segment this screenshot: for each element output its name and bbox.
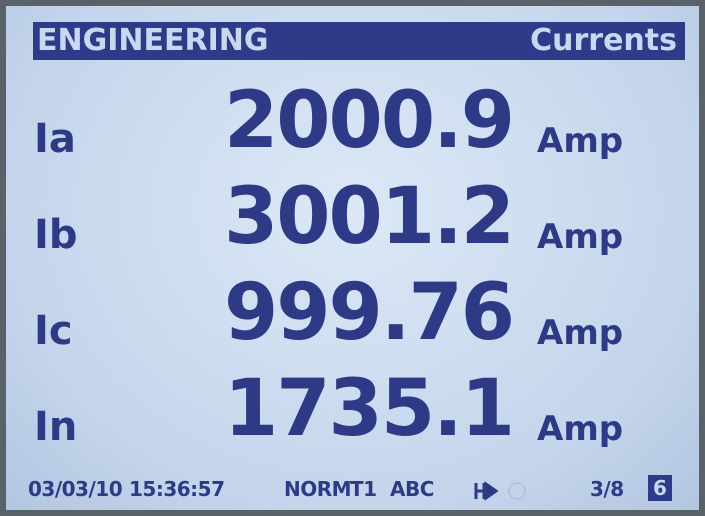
footer-page: 3/8 [590, 477, 624, 501]
footer-time: 15:36:57 [129, 477, 225, 501]
row-value: 1735.1 [224, 364, 515, 454]
row-value: 999.76 [224, 268, 515, 358]
row-label: Ic [34, 308, 73, 354]
footer-date: 03/03/10 [28, 477, 123, 501]
footer-badge: 6 [648, 475, 672, 501]
footer-tariff: T1 [350, 477, 377, 501]
row-unit: Amp [537, 121, 624, 161]
row-unit: Amp [537, 313, 624, 353]
header-bar: ENGINEERING Currents [33, 22, 685, 60]
row-value: 3001.2 [224, 172, 515, 262]
footer-mode: NORM [284, 477, 352, 501]
row-label: In [34, 404, 78, 450]
header-left: ENGINEERING [37, 23, 269, 58]
info-icon [508, 482, 526, 500]
footer-phase: ABC [390, 477, 434, 501]
row-unit: Amp [537, 217, 624, 257]
row-value: 2000.9 [224, 76, 515, 166]
row-label: Ib [34, 212, 78, 258]
row-unit: Amp [537, 409, 624, 449]
row-label: Ia [34, 116, 76, 162]
arrow-icon [474, 481, 499, 501]
header-right: Currents [530, 23, 677, 58]
status-icons [474, 481, 526, 501]
